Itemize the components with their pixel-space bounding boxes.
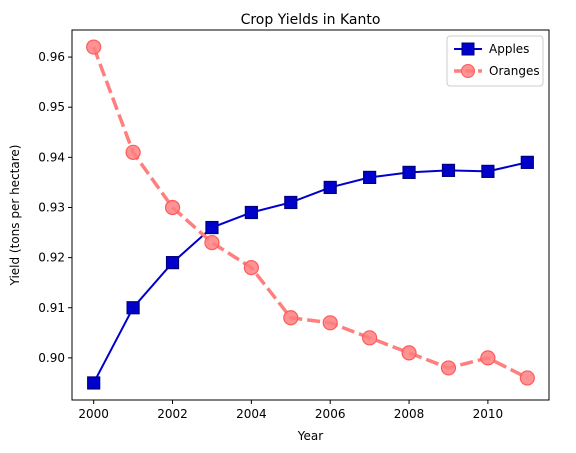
point-apples-2004 [244, 205, 258, 220]
x-tick-label-2010: 2010 [473, 407, 504, 421]
series-apples [87, 155, 534, 390]
legend-label-oranges: Oranges [489, 64, 540, 78]
x-tick-label-2000: 2000 [78, 407, 109, 421]
point-apples-2006 [323, 180, 337, 195]
point-apples-2000 [87, 376, 101, 390]
x-tick-label-2006: 2006 [315, 407, 346, 421]
series-oranges [86, 39, 535, 386]
point-apples-2002 [165, 256, 180, 270]
x-axis-label: Year [297, 429, 323, 443]
point-apples-2011 [520, 155, 534, 169]
point-apples-2003 [205, 220, 219, 235]
y-tick-label-0.96: 0.96 [38, 50, 65, 64]
y-tick-label-0.94: 0.94 [38, 150, 65, 164]
point-apples-2007 [363, 170, 377, 184]
point-oranges-2011 [519, 370, 535, 386]
x-tick-label-2004: 2004 [236, 407, 267, 421]
x-tick-label-2002: 2002 [157, 407, 188, 421]
point-apples-2001 [126, 301, 140, 315]
point-oranges-2007 [362, 330, 378, 346]
point-oranges-2008 [401, 345, 417, 361]
x-tick-label-2008: 2008 [394, 407, 425, 421]
series-line-apples [92, 161, 528, 384]
point-apples-2005 [284, 195, 298, 210]
y-tick-label-0.93: 0.93 [38, 200, 65, 214]
legend-marker-apples [461, 42, 475, 56]
point-apples-2009 [441, 163, 456, 177]
point-oranges-2001 [125, 144, 141, 160]
chart-title: Crop Yields in Kanto [241, 12, 381, 28]
point-oranges-2006 [322, 315, 338, 331]
legend-item-apples: Apples [454, 42, 529, 56]
legend-item-oranges: Oranges [454, 64, 540, 78]
point-oranges-2000 [86, 39, 102, 55]
y-tick-label-0.91: 0.91 [38, 301, 65, 315]
point-apples-2008 [402, 165, 416, 179]
y-tick-label-0.92: 0.92 [38, 251, 65, 265]
point-oranges-2003 [204, 234, 220, 251]
y-axis-label: Yield (tons per hectare) [8, 145, 22, 287]
legend: Apples Oranges [446, 35, 544, 87]
legend-label-apples: Apples [489, 42, 529, 56]
point-oranges-2002 [164, 199, 181, 216]
point-apples-2010 [481, 164, 495, 178]
point-oranges-2009 [440, 360, 457, 376]
legend-marker-oranges [461, 64, 475, 78]
plot-frame [71, 29, 550, 401]
point-oranges-2005 [283, 310, 299, 326]
series-line-oranges [92, 46, 529, 380]
y-tick-label-0.95: 0.95 [38, 100, 65, 114]
point-oranges-2010 [480, 350, 496, 366]
point-oranges-2004 [243, 260, 259, 276]
y-tick-label-0.90: 0.90 [38, 351, 65, 365]
